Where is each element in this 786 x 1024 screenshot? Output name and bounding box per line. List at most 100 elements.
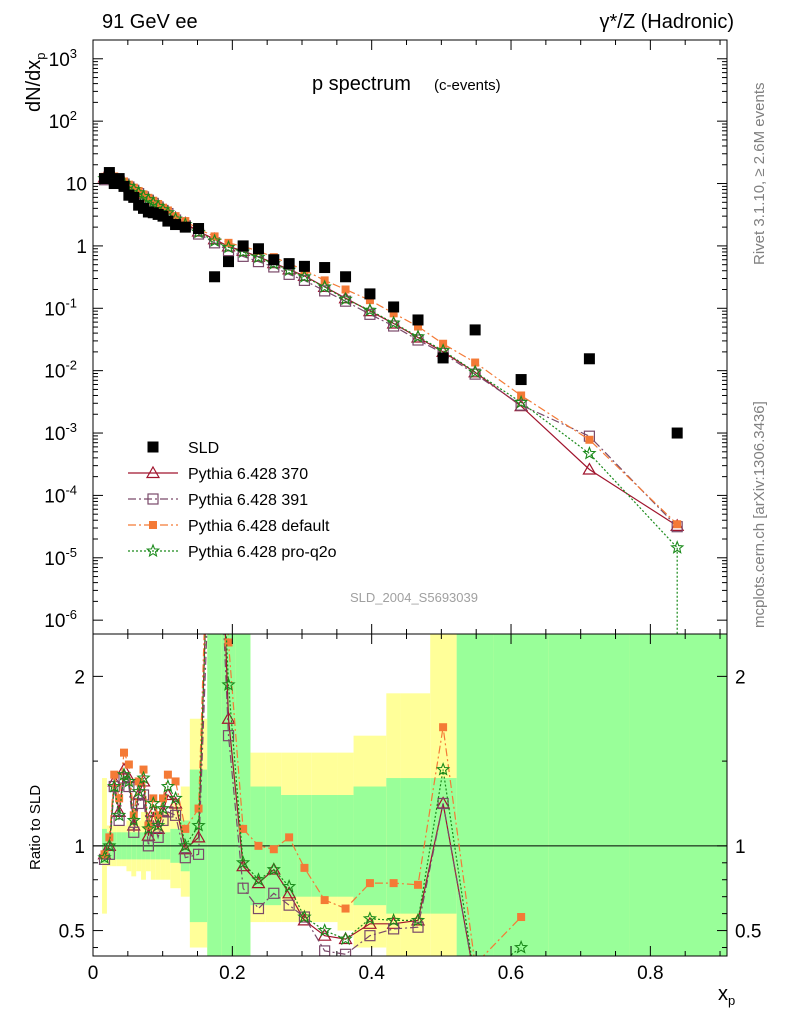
point-pythia-6-428-pro-q2o: [338, 291, 353, 306]
x-tick-label: 0: [88, 963, 99, 984]
ratio-point-pythia-6-428-default: [414, 880, 423, 889]
point-pythia-6-428-pro-q2o: [207, 233, 222, 248]
point-pythia-6-428-391: [515, 399, 527, 411]
point-sld: [283, 258, 295, 270]
ratio-point-pythia-6-428-pro-q2o: [281, 879, 297, 893]
y-tick-label: 10-5: [44, 545, 77, 570]
ratio-point-pythia-6-428-default: [124, 760, 133, 769]
legend-marker: [149, 521, 157, 529]
ratio-y-tick-label-right: 1: [735, 837, 746, 858]
ratio-point-pythia-6-428-default: [171, 777, 180, 786]
y-tick-label: 103: [49, 46, 77, 71]
ratio-point-pythia-6-428-pro-q2o: [155, 801, 171, 815]
ratio-point-pythia-6-428-pro-q2o: [297, 909, 312, 924]
point-pythia-6-428-default: [144, 193, 153, 202]
ratio-point-pythia-6-428-pro-q2o: [410, 912, 426, 927]
x-tick-label: 0.4: [358, 963, 385, 984]
ratio-point-pythia-6-428-391: [388, 923, 400, 935]
ratio-point-pythia-6-428-default: [341, 904, 350, 913]
ratio-point-pythia-6-428-pro-q2o: [126, 812, 141, 827]
x-tick-label: 0.8: [637, 963, 663, 984]
plot-title: p spectrum (c-events): [312, 73, 501, 95]
ratio-point-pythia-6-428-391: [123, 780, 135, 793]
legend-marker: [147, 441, 159, 453]
point-sld: [671, 427, 683, 439]
ratio-uncertainty-bands: [93, 634, 727, 956]
legend-label: Pythia 6.428 default: [188, 518, 330, 535]
ratio-point-pythia-6-428-391: [222, 730, 235, 742]
ratio-series-group: [97, 634, 529, 956]
ratio-point-pythia-6-428-default: [120, 748, 129, 757]
point-pythia-6-428-pro-q2o: [297, 269, 312, 283]
point-pythia-6-428-391: [319, 285, 331, 297]
ratio-point-pythia-6-428-default: [285, 833, 294, 842]
point-sld: [223, 256, 235, 268]
point-pythia-6-428-default: [159, 203, 168, 212]
ratio-point-pythia-6-428-default: [517, 913, 526, 922]
point-pythia-6-428-default: [365, 296, 374, 305]
point-sld: [469, 324, 481, 336]
ratio-point-pythia-6-428-pro-q2o: [178, 838, 193, 852]
point-pythia-6-428-391: [364, 308, 376, 320]
ratio-point-pythia-6-428-default: [239, 824, 248, 833]
point-sld: [103, 167, 115, 179]
point-pythia-6-428-default: [149, 196, 158, 205]
ratio-point-pythia-6-428-default: [139, 765, 148, 774]
ratio-point-pythia-6-428-default: [365, 879, 374, 888]
point-pythia-6-428-370: [362, 303, 377, 317]
band-inner: [207, 634, 222, 956]
point-pythia-6-428-default: [171, 212, 180, 221]
point-pythia-6-428-pro-q2o: [386, 315, 401, 330]
point-pythia-6-428-default: [163, 206, 172, 215]
point-sld: [388, 301, 400, 313]
ratio-point-pythia-6-428-391: [437, 797, 449, 810]
point-pythia-6-428-default: [139, 190, 148, 199]
point-pythia-6-428-default: [673, 520, 682, 529]
point-sld: [364, 288, 376, 300]
header-left: 91 GeV ee: [102, 11, 198, 33]
ratio-point-pythia-6-428-370: [410, 913, 426, 926]
legend-item: Pythia 6.428 370: [128, 465, 308, 483]
ratio-point-pythia-6-428-391: [142, 840, 154, 852]
ratio-clip-group: [97, 634, 529, 956]
ratio-point-pythia-6-428-pro-q2o: [141, 821, 156, 835]
band-inner: [548, 634, 630, 956]
band-inner: [235, 634, 251, 956]
ratio-point-pythia-6-428-370: [116, 762, 132, 775]
ratio-point-pythia-6-428-391: [169, 809, 182, 821]
ratio-point-pythia-6-428-default: [105, 833, 114, 842]
legend-marker: [147, 493, 159, 505]
legend-label: Pythia 6.428 391: [188, 492, 308, 509]
point-sld: [340, 271, 352, 283]
ratio-point-pythia-6-428-default: [100, 850, 109, 859]
ratio-point-pythia-6-428-pro-q2o: [160, 778, 176, 793]
ratio-y-tick-label: 2: [74, 667, 85, 688]
y-tick-label: 10-3: [44, 420, 77, 445]
ratio-point-pythia-6-428-default: [154, 811, 163, 820]
point-sld: [98, 173, 110, 185]
point-pythia-6-428-default: [585, 435, 594, 444]
legend-label: Pythia 6.428 370: [188, 466, 308, 483]
legend-label: SLD: [188, 440, 219, 457]
ratio-point-pythia-6-428-391: [237, 882, 249, 894]
point-sld: [298, 260, 310, 272]
ratio-point-pythia-6-428-370: [317, 928, 332, 941]
ratio-point-pythia-6-428-391: [192, 848, 205, 860]
ratio-point-pythia-6-428-pro-q2o: [235, 855, 251, 869]
ratio-point-pythia-6-428-pro-q2o: [102, 838, 117, 852]
ratio-point-pythia-6-428-pro-q2o: [168, 790, 183, 805]
ratio-point-pythia-6-428-default: [224, 638, 233, 647]
ratio-point-pythia-6-428-default: [110, 770, 119, 779]
ratio-point-pythia-6-428-default: [320, 896, 329, 905]
ratio-line-pythia-6-428-391: [104, 634, 472, 956]
ratio-point-pythia-6-428-391: [252, 902, 265, 915]
point-sld: [437, 352, 449, 364]
y-tick-label: 10-6: [44, 607, 77, 632]
ratio-point-pythia-6-428-391: [364, 930, 376, 942]
series-line-pythia-6-428-391: [104, 175, 678, 528]
legend-item: Pythia 6.428 pro-q2o: [128, 543, 337, 561]
ratio-point-pythia-6-428-pro-q2o: [121, 773, 137, 788]
ratio-point-pythia-6-428-pro-q2o: [266, 862, 281, 876]
